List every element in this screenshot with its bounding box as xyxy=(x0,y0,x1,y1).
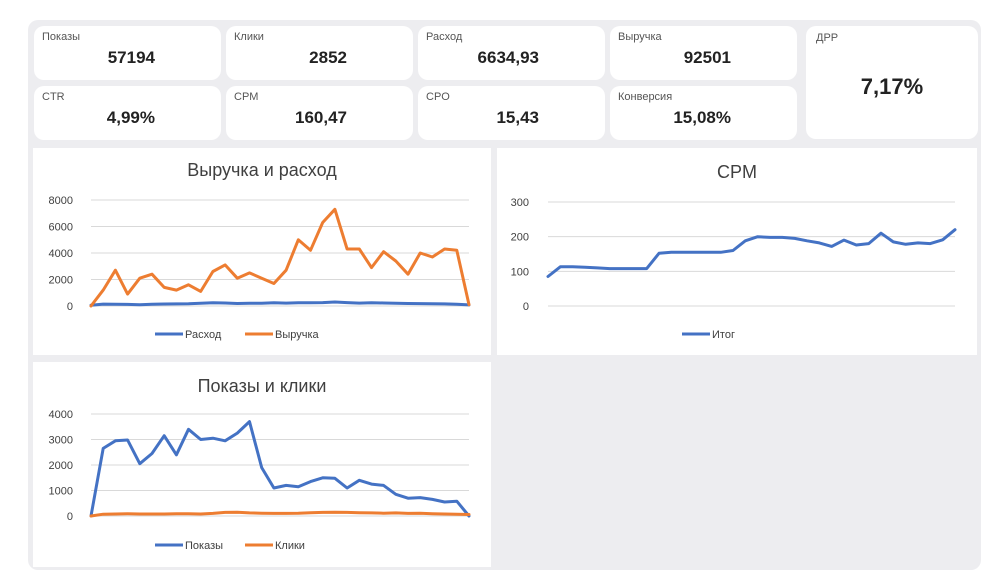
kpi-label: Расход xyxy=(426,31,463,43)
chart-panel-shows: Показы и клики 4000 3000 2000 1000 0 Показы Кл… xyxy=(33,362,491,567)
y-tick-label: 4000 xyxy=(49,409,73,421)
series-line-1 xyxy=(89,300,471,307)
kpi-value: 15,08% xyxy=(673,108,731,127)
series-line-1 xyxy=(89,420,471,518)
kpi-value: 160,47 xyxy=(295,108,347,127)
legend-label: Расход xyxy=(185,329,222,341)
chart-title: Выручка и расход xyxy=(187,160,337,180)
kpi-value: 6634,93 xyxy=(477,48,539,67)
chart-title: Показы и клики xyxy=(198,376,327,396)
kpi-label: Показы xyxy=(42,31,81,43)
kpi-label: Клики xyxy=(234,31,264,43)
y-tick-label: 1000 xyxy=(49,486,73,498)
kpi-drr: ДРР 7,17% xyxy=(806,26,978,139)
kpi-shows: Показы 57194 xyxy=(34,26,221,80)
legend-label: Показы xyxy=(185,540,223,552)
revenue-chart: Выручка и расход 8000 6000 4000 2000 0 Расход… xyxy=(49,160,471,341)
y-tick-label: 2000 xyxy=(49,275,73,287)
kpi-value: 7,17% xyxy=(860,74,924,99)
kpi-revenue: Выручка 92501 xyxy=(610,26,797,80)
kpi-label: Выручка xyxy=(618,31,662,43)
kpi-value: 15,43 xyxy=(496,108,539,127)
kpi-label: Конверсия xyxy=(618,91,673,103)
kpi-label: CTR xyxy=(42,91,65,103)
kpi-clicks: Клики 2852 xyxy=(226,26,413,80)
y-tick-label: 200 xyxy=(511,232,529,244)
series-line-2 xyxy=(89,510,471,518)
kpi-value: 57194 xyxy=(107,48,155,67)
y-tick-label: 8000 xyxy=(49,195,73,207)
legend-label: Выручка xyxy=(275,329,320,341)
kpi-cpm: CPM 160,47 xyxy=(226,86,413,140)
kpi-label: CPO xyxy=(426,91,450,103)
series-line-1 xyxy=(546,228,957,278)
legend-label: Итог xyxy=(712,329,735,341)
series-line-2 xyxy=(89,207,471,308)
kpi-label: ДРР xyxy=(816,32,839,44)
y-tick-label: 100 xyxy=(511,266,529,278)
cpm-chart: CPM 300 200 100 0 Итог xyxy=(511,162,957,341)
legend-label: Клики xyxy=(275,540,305,552)
y-tick-label: 0 xyxy=(523,301,529,313)
chart-panel-cpm: CPM 300 200 100 0 Итог xyxy=(497,148,977,355)
y-tick-label: 0 xyxy=(67,511,73,523)
shows-clicks-chart: Показы и клики 4000 3000 2000 1000 0 Показы Кл… xyxy=(49,376,471,552)
kpi-ctr: CTR 4,99% xyxy=(34,86,221,140)
kpi-value: 4,99% xyxy=(106,108,155,127)
kpi-value: 2852 xyxy=(309,48,347,67)
chart-title: CPM xyxy=(717,162,757,182)
kpi-cpo: CPO 15,43 xyxy=(418,86,605,140)
y-tick-label: 3000 xyxy=(49,435,73,447)
y-tick-label: 300 xyxy=(511,197,529,209)
kpi-value: 92501 xyxy=(683,48,731,67)
kpi-label: CPM xyxy=(234,91,259,103)
chart-panel-revenue: Выручка и расход 8000 6000 4000 2000 0 Расход… xyxy=(33,148,491,355)
y-tick-label: 2000 xyxy=(49,460,73,472)
y-tick-label: 4000 xyxy=(49,248,73,260)
kpi-conversion: Конверсия 15,08% xyxy=(610,86,797,140)
y-tick-label: 0 xyxy=(67,301,73,313)
kpi-spend: Расход 6634,93 xyxy=(418,26,605,80)
y-tick-label: 6000 xyxy=(49,222,73,234)
